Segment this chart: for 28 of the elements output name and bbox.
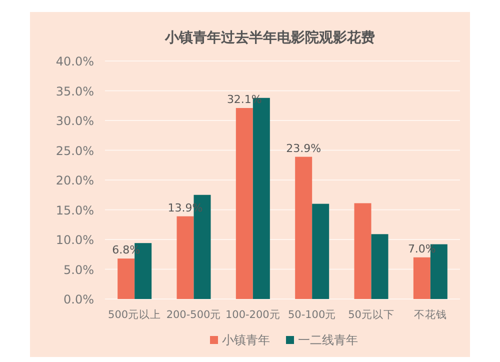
bar: [312, 204, 330, 299]
legend-label: 小镇青年: [222, 333, 270, 347]
legend-label: 一二线青年: [298, 333, 358, 347]
bar: [118, 258, 135, 299]
y-tick-label: 25.0%: [56, 144, 94, 158]
x-tick-label: 不花钱: [414, 308, 447, 321]
y-tick-label: 30.0%: [56, 114, 94, 128]
y-tick-label: 10.0%: [56, 233, 94, 247]
bar: [295, 156, 312, 299]
y-tick-label: 35.0%: [56, 84, 94, 98]
data-label: 23.9%: [286, 142, 322, 155]
x-tick-label: 200-500元: [166, 309, 222, 321]
y-tick-label: 15.0%: [56, 203, 94, 218]
x-tick-label: 500元以上: [108, 308, 162, 321]
bar: [176, 216, 194, 299]
x-tick-label: 100-200元: [225, 309, 280, 321]
x-tick-label: 50-100元: [288, 309, 336, 321]
bar: [371, 234, 388, 299]
bar: [236, 108, 253, 299]
y-tick-label: 40.0%: [56, 54, 94, 68]
chart-title: 小镇青年过去半年电影院观影花费: [164, 29, 375, 46]
data-label: 32.1%: [226, 93, 262, 106]
x-tick-label: 50元以下: [348, 308, 394, 321]
y-tick-label: 20.0%: [56, 174, 94, 188]
y-tick-label: 5.0%: [64, 262, 94, 277]
bar: [354, 203, 372, 299]
y-tick-label: 0.0%: [64, 292, 94, 306]
bar: [413, 257, 430, 299]
